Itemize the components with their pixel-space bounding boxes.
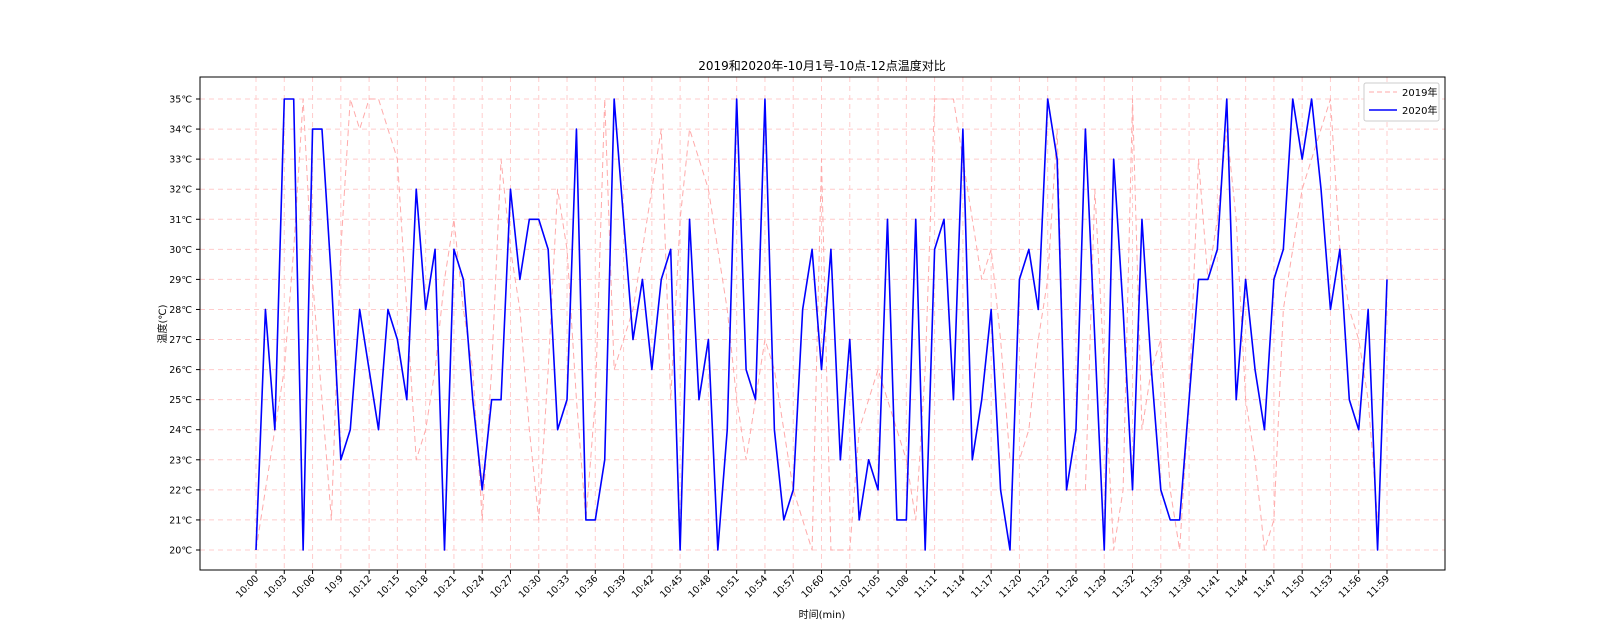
y-tick-label: 23℃ xyxy=(169,455,192,466)
chart-title: 2019和2020年-10月1号-10点-12点温度对比 xyxy=(698,58,946,73)
y-tick-label: 26℃ xyxy=(169,365,192,376)
series-line-2019 xyxy=(255,98,1379,551)
y-tick-label: 28℃ xyxy=(169,305,192,316)
y-tick-label: 30℃ xyxy=(169,245,192,256)
series-line-2020 xyxy=(255,98,1388,551)
legend: 2019年 2020年 xyxy=(1363,82,1440,122)
plot-frame xyxy=(199,76,1446,571)
y-tick-label: 24℃ xyxy=(169,425,192,436)
y-tick-label: 22℃ xyxy=(169,485,192,496)
legend-label-2019: 2019年 xyxy=(1402,86,1437,99)
y-tick-label: 21℃ xyxy=(169,515,192,526)
legend-label-2020: 2020年 xyxy=(1402,104,1437,117)
y-tick-label: 20℃ xyxy=(169,546,192,557)
y-tick-label: 34℃ xyxy=(169,125,192,136)
x-axis-label: 时间(min) xyxy=(799,608,846,621)
y-tick-label: 33℃ xyxy=(169,155,192,166)
y-axis-ticks: 20℃ 21℃ 22℃ 23℃ 24℃ 25℃ 26℃ 27℃ 28℃ 29℃ 30℃ 31℃ 32℃ 3… xyxy=(169,95,200,557)
y-axis-label: 温度(℃) xyxy=(156,304,169,343)
y-tick-label: 27℃ xyxy=(169,335,192,346)
y-tick-label: 29℃ xyxy=(169,275,192,286)
legend-box xyxy=(1363,82,1440,122)
y-tick-label: 31℃ xyxy=(169,215,192,226)
series-layer xyxy=(255,98,1388,551)
y-tick-label: 32℃ xyxy=(169,185,192,196)
y-tick-label: 35℃ xyxy=(169,95,192,106)
y-tick-label: 25℃ xyxy=(169,395,192,406)
